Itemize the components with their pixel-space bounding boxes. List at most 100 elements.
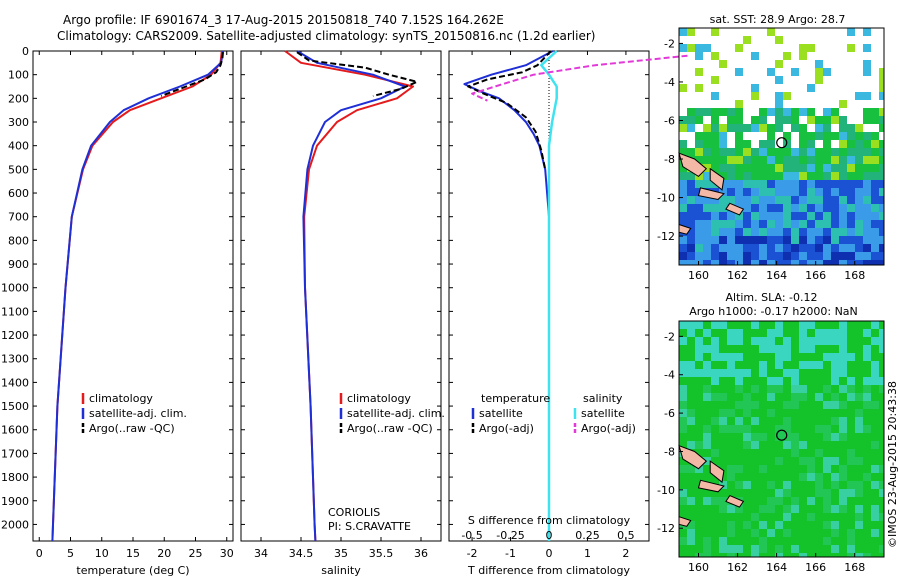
map-sst-cell [719, 156, 727, 164]
map-sla-cell [703, 489, 711, 497]
map-sst-xtick-label: 164 [766, 269, 787, 282]
map-sla-cell [823, 497, 831, 505]
map-sst-cell [735, 172, 743, 180]
map-sla-cell [695, 433, 703, 441]
data-centre-label: CORIOLIS [328, 506, 380, 519]
map-sla-cell [791, 345, 799, 353]
map-sst-cell [759, 228, 767, 236]
map-sla-cell [863, 441, 871, 449]
map-sla-cell [823, 489, 831, 497]
map-sla-cell [727, 345, 735, 353]
map-sla-cell [767, 393, 775, 401]
map-sla-cell [711, 417, 719, 425]
map-sst-cell [687, 204, 695, 212]
map-sst-cell [719, 196, 727, 204]
map-sla-cell [839, 449, 847, 457]
map-sst-cell [767, 156, 775, 164]
map-sla-cell [815, 489, 823, 497]
map-sla-cell [791, 529, 799, 537]
map-sst-cell [839, 228, 847, 236]
map-sst-cell [879, 252, 884, 260]
map-sla-cell [815, 329, 823, 337]
map-sla-cell [847, 481, 855, 489]
map-sst-cell [799, 140, 807, 148]
map-sst-cell [703, 44, 711, 52]
map-sla-cell [775, 353, 783, 361]
map-sst-cell [879, 172, 884, 180]
map-sla-cell [799, 505, 807, 513]
map-sst-cell [767, 172, 775, 180]
map-sla-cell [703, 393, 711, 401]
map-sst-cell [871, 228, 879, 236]
map-sla-cell [775, 361, 783, 369]
map-sst-cell [767, 132, 775, 140]
map-sst-cell [863, 236, 871, 244]
map-sla-cell [775, 521, 783, 529]
map-sst-cell [727, 148, 735, 156]
map-sla-cell [807, 449, 815, 457]
map-sla-cell [831, 329, 839, 337]
map-sst-cell [775, 108, 783, 116]
map-sla-cell [759, 545, 767, 553]
map-sst-cell [855, 188, 863, 196]
map-sla-cell [727, 473, 735, 481]
depth-tick-label: 800 [8, 234, 29, 247]
map-sst-cell [735, 260, 743, 265]
map-sla-cell [807, 473, 815, 481]
map-sla-cell [719, 321, 727, 329]
map-sst-cell [871, 236, 879, 244]
map-sla-cell [791, 521, 799, 529]
map-sst-cell [823, 68, 831, 76]
map-sst-cell [791, 108, 799, 116]
map-sst-cell [679, 172, 687, 180]
map-sla-cell [807, 537, 815, 545]
map-sla-cell [679, 537, 687, 545]
panel-difference-xtick-label: 2 [622, 547, 629, 560]
map-sst-cell [775, 156, 783, 164]
map-sst-cell [839, 204, 847, 212]
map-sst-cell [695, 212, 703, 220]
map-sst-cell [695, 68, 703, 76]
argo-float-marker [776, 137, 788, 149]
map-sla-cell [791, 505, 799, 513]
map-sst-cell [855, 124, 863, 132]
map-sst-cell [775, 60, 783, 68]
map-sst-cell [775, 172, 783, 180]
map-sla-cell [791, 449, 799, 457]
map-sla-cell [847, 321, 855, 329]
map-sst-cell [687, 148, 695, 156]
map-sla-cell [703, 513, 711, 521]
map-sst-cell [831, 228, 839, 236]
map-sst-cell [823, 140, 831, 148]
map-sla-cell [831, 393, 839, 401]
map-sla-cell [871, 425, 879, 433]
panel-difference-xtick-label: -1 [505, 547, 516, 560]
map-sst-cell [823, 148, 831, 156]
map-sst-cell [871, 204, 879, 212]
map-sla-cell [791, 353, 799, 361]
map-sla-cell [823, 393, 831, 401]
map-sla-cell [791, 393, 799, 401]
map-sst-cell [807, 156, 815, 164]
map-sla-cell [823, 385, 831, 393]
panel-salinity-xtick-label: 34 [254, 547, 268, 560]
map-sla-cell [815, 465, 823, 473]
map-sst-cell [879, 196, 884, 204]
map-sst-cell [847, 228, 855, 236]
map-sla-cell [871, 329, 879, 337]
map-sla-cell [847, 553, 855, 557]
map-sla-cell [751, 385, 759, 393]
panel-salinity-legend-label: climatology [347, 392, 411, 405]
map-sla-cell [735, 425, 743, 433]
map-sla-cell [783, 545, 791, 553]
map-sst-xtick-label: 166 [805, 269, 826, 282]
map-sla-cell [703, 553, 711, 557]
map-sst-cell [775, 124, 783, 132]
map-sst-cell [879, 68, 884, 76]
map-sst-cell [823, 212, 831, 220]
map-sla-cell [719, 545, 727, 553]
map-sla-cell [751, 409, 759, 417]
map-sst-cell [847, 28, 855, 36]
depth-tick-label: 1100 [1, 305, 29, 318]
map-sla-cell [855, 441, 863, 449]
